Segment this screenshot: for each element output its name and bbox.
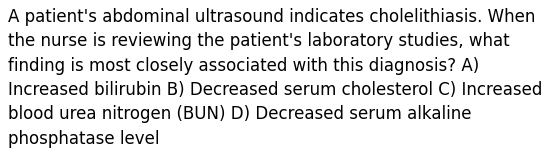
Text: A patient's abdominal ultrasound indicates cholelithiasis. When
the nurse is rev: A patient's abdominal ultrasound indicat… <box>8 8 542 147</box>
